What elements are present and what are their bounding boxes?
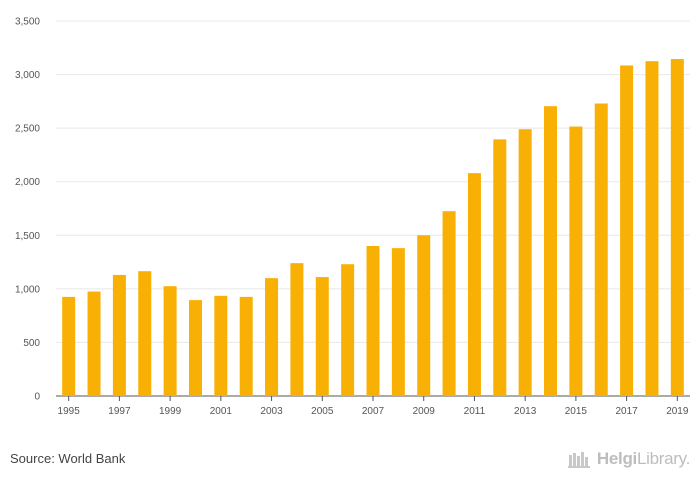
bar-2011 — [467, 173, 481, 396]
x-tick-label: 2011 — [464, 406, 486, 417]
bar-2010 — [442, 211, 456, 396]
x-axis-ticks: 1995 1997 1999 2001 2003 2005 2007 2009 2011 2013… — [58, 396, 689, 417]
library-icon — [567, 452, 590, 468]
bar-2016 — [594, 103, 608, 396]
bar-2008 — [391, 248, 405, 396]
y-tick-label: 2,500 — [15, 124, 40, 135]
bar-2009 — [417, 235, 431, 396]
bar-2015 — [569, 126, 583, 397]
bar-2003 — [265, 278, 279, 396]
bar-2017 — [620, 65, 634, 396]
source-label: Source: World Bank — [10, 451, 126, 466]
x-tick-label: 2013 — [514, 406, 537, 417]
brand-name-bold: Helgi — [596, 449, 637, 468]
y-tick-label: 3,000 — [15, 70, 40, 81]
bar-2005 — [315, 277, 329, 396]
helgi-library-logo: HelgiLibrary. — [567, 449, 690, 469]
bar-2012 — [493, 139, 507, 396]
x-tick-label: 1999 — [159, 406, 182, 417]
x-tick-label: 1997 — [108, 406, 131, 417]
x-tick-label: 2017 — [615, 406, 638, 417]
x-tick-label: 2009 — [413, 406, 436, 417]
bar-2006 — [341, 264, 355, 396]
y-axis-ticks: 0 500 1,000 1,500 2,000 2,500 3,000 3,500 — [15, 17, 40, 403]
x-tick-label: 1995 — [58, 406, 81, 417]
x-tick-label: 2015 — [565, 406, 588, 417]
brand-name: HelgiLibrary. — [597, 449, 690, 469]
bar-1997 — [112, 274, 126, 396]
bar-1996 — [87, 291, 101, 396]
y-tick-label: 1,000 — [15, 284, 40, 295]
bar-2000 — [188, 300, 202, 396]
bar-2004 — [290, 263, 304, 396]
x-tick-label: 2001 — [210, 406, 233, 417]
bar-2018 — [645, 61, 659, 397]
bar-1998 — [138, 271, 152, 396]
bar-2007 — [366, 246, 380, 396]
bar-2001 — [214, 295, 228, 396]
y-tick-label: 2,000 — [15, 177, 40, 188]
x-tick-label: 2019 — [666, 406, 689, 417]
bar-2002 — [239, 296, 253, 396]
y-tick-label: 3,500 — [15, 17, 40, 28]
bars — [62, 59, 684, 397]
bar-2014 — [544, 106, 558, 396]
y-tick-label: 0 — [34, 392, 40, 403]
y-tick-label: 1,500 — [15, 231, 40, 242]
bar-1999 — [163, 286, 177, 396]
x-tick-label: 2007 — [362, 406, 385, 417]
brand-name-rest: Library. — [636, 449, 690, 468]
bar-2013 — [518, 129, 532, 396]
bar-1995 — [62, 296, 76, 396]
x-tick-label: 2003 — [260, 406, 283, 417]
bar-2019 — [670, 59, 684, 397]
x-tick-label: 2005 — [311, 406, 334, 417]
y-tick-label: 500 — [23, 338, 40, 349]
